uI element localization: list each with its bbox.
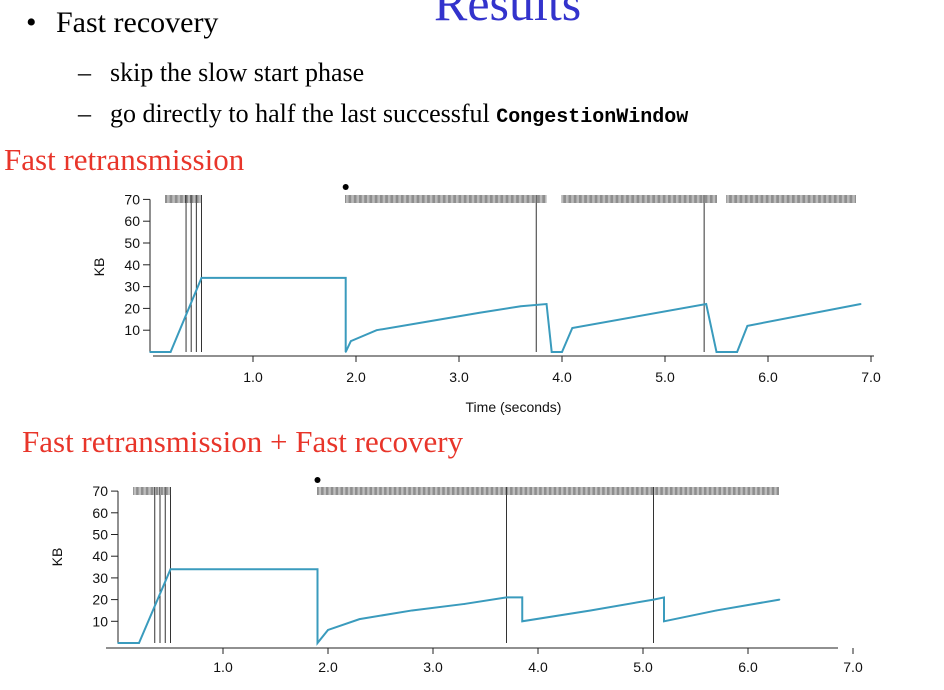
data-point [169,351,172,353]
data-point [521,596,524,599]
data-point [589,609,592,612]
data-point [746,325,749,327]
x-tick-label: 1.0 [243,369,263,385]
data-point [350,340,352,342]
data-point [344,351,347,353]
x-tick-label: 4.0 [552,369,572,385]
x-axis-title: Time (seconds) [466,399,562,415]
y-tick-label: 50 [92,527,108,543]
y-tick-label: 70 [92,483,108,499]
x-tick-label: 7.0 [861,369,881,385]
y-axis-label: KB [91,258,107,277]
y-tick-label: 40 [124,257,140,273]
data-point [117,642,119,644]
data-point [736,351,738,353]
chart-1-heading: Fast retransmission [4,142,245,177]
data-point [550,351,553,353]
congestion-window-code: CongestionWindow [496,106,689,129]
data-point [358,618,361,620]
slide-title: Results [434,0,582,31]
y-tick-label: 30 [92,570,108,586]
x-tick-label: 6.0 [758,369,778,385]
data-point [327,629,329,631]
x-tick-label: 1.0 [213,659,233,675]
y-tick-label: 10 [92,613,108,629]
data-point [138,642,140,644]
sub-bullet-1: – skip the slow start phase [78,58,364,88]
timeout-dot [342,184,349,190]
timeout-dot [314,477,321,483]
data-point [715,351,718,353]
bullet-mark: • [26,6,37,39]
data-point [545,303,548,305]
data-point [478,311,481,314]
data-point [505,596,508,599]
data-point [149,351,151,353]
data-point [520,305,522,308]
data-point [200,277,203,279]
data-point [663,596,665,599]
x-tick-label: 6.0 [738,659,758,675]
data-point [561,351,563,353]
sub-bullet-2: – go directly to half the last successful… [78,99,688,129]
bullet-text: Fast recovery [56,6,219,39]
data-point [344,277,347,279]
chart-2-heading: Fast retransmission + Fast recovery [22,424,464,459]
x-tick-label: 7.0 [843,659,863,675]
dash-mark: – [78,99,91,128]
data-point [778,598,781,601]
x-tick-label: 3.0 [423,659,443,675]
x-tick-label: 4.0 [528,659,548,675]
data-point [169,568,172,571]
y-tick-label: 70 [124,191,140,207]
congestion-window-line [150,276,861,353]
x-tick-label: 5.0 [633,659,653,675]
data-point [427,320,429,323]
data-point [316,642,319,644]
data-point [726,351,728,353]
y-tick-label: 40 [92,548,108,564]
data-point [859,303,862,305]
y-tick-label: 20 [92,592,108,608]
data-point [316,568,319,571]
data-point [411,609,413,612]
y-axis-label: KB [49,548,65,567]
y-tick-label: 30 [124,279,140,295]
data-point [663,620,665,623]
data-point [463,603,466,605]
x-tick-label: 5.0 [655,369,675,385]
data-point [715,609,718,612]
data-point [571,327,574,329]
data-point [705,303,707,305]
sub-bullet-2-text: go directly to half the last successful [110,99,497,128]
x-tick-label: 3.0 [449,369,469,385]
y-tick-label: 10 [124,322,140,338]
data-point [375,329,378,332]
y-tick-label: 20 [124,300,140,316]
y-tick-label: 50 [124,235,140,251]
congestion-window-line [118,568,780,646]
y-tick-label: 60 [124,213,140,229]
data-point [521,620,524,623]
data-point [652,598,655,601]
y-tick-label: 60 [92,505,108,521]
dash-mark: – [78,58,91,87]
sub-bullet-1-text: skip the slow start phase [110,58,365,87]
bullet-fast-recovery: • Fast recovery [26,6,218,40]
x-tick-label: 2.0 [346,369,366,385]
x-tick-label: 2.0 [318,659,338,675]
